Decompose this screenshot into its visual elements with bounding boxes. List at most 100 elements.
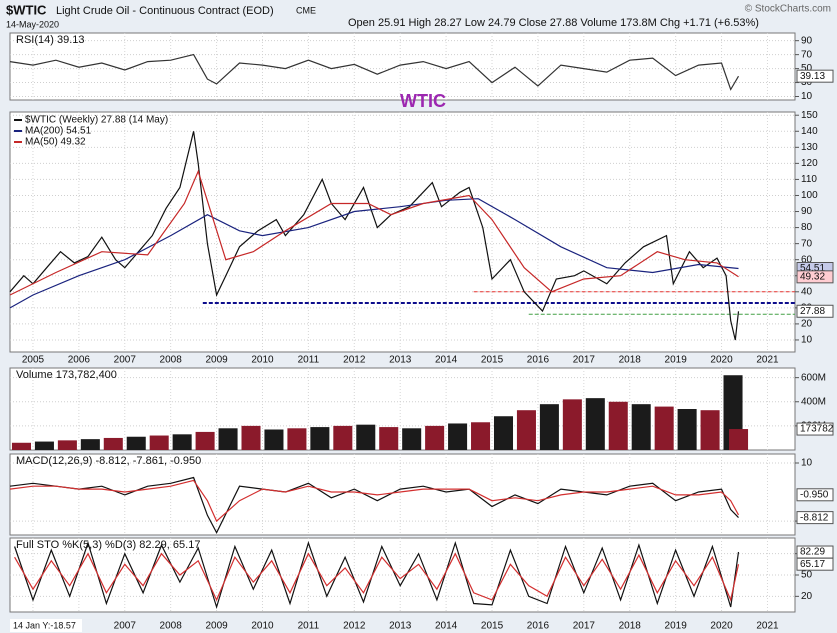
x-tick-label: 2010 [251,621,274,632]
volume-bar [333,425,353,450]
volume-bar [471,422,491,450]
legend-label: MA(50) 49.32 [25,137,86,148]
symbol: $WTIC [6,2,47,17]
volume-bar [34,441,54,450]
x-tick-label: 2015 [481,621,504,632]
volume-bar [562,399,582,450]
volume-bar [631,404,651,450]
chart-title: Light Crude Oil - Continuous Contract (E… [56,5,274,17]
x-tick-label: 2020 [710,621,733,632]
volume-bar [539,404,559,450]
value-tag-label: 65.17 [800,559,825,570]
y-tick-label: 400M [801,396,826,407]
volume-bar [493,416,514,450]
x-tick-label: 2020 [710,355,733,366]
volume-bar [11,442,31,450]
series-line [9,169,739,296]
volume-bar [356,424,376,450]
annotation: WTIC [400,91,446,111]
value-tag [796,69,834,83]
y-tick-label: 70 [801,238,813,249]
y-tick-label: 20 [801,319,813,330]
legend-label: $WTIC (Weekly) 27.88 (14 May) [25,115,168,126]
x-tick-label: 2013 [389,621,412,632]
x-tick-label: 2021 [756,355,779,366]
cursor-readout: 14 Jan Y:-18.57 [13,620,76,630]
x-tick-label: 2005 [22,355,45,366]
x-tick-label: 2007 [114,355,137,366]
x-tick-label: 2016 [527,355,550,366]
series-line [14,540,740,610]
x-tick-label: 2009 [205,355,228,366]
quote: Open 25.91 High 28.27 Low 24.79 Close 27… [348,17,759,29]
x-tick-label: 2019 [665,621,688,632]
value-tag [796,557,834,571]
series-line [9,131,740,341]
volume-bar [126,436,146,450]
x-tick-label: 2006 [68,355,91,366]
value-tag [796,488,834,502]
x-tick-label: 2009 [205,621,228,632]
panel-title: MACD(12,26,9) -8.812, -7.861, -0.950 [16,455,201,467]
series-line [9,476,739,535]
series-line [9,198,739,309]
x-tick-label: 2010 [251,355,274,366]
x-tick-label: 2007 [114,621,137,632]
volume-bar [379,427,399,450]
value-tag [796,304,834,318]
volume-bar [729,429,749,450]
copyright: © StockCharts.com [745,4,831,15]
volume-bar [264,429,284,450]
y-tick-label: 130 [801,142,818,153]
x-tick-label: 2008 [160,621,183,632]
panel-title: RSI(14) 39.13 [16,34,84,46]
volume-bar [149,435,169,450]
x-tick-label: 2014 [435,355,458,366]
volume-bar [700,410,720,450]
volume-bar [241,425,261,450]
volume-bar [425,425,445,450]
value-tag-label: -8.812 [800,512,829,523]
value-tag [796,270,834,284]
panel-title: Volume 173,782,400 [16,369,117,381]
volume-bar [218,428,238,450]
x-tick-label: 2021 [756,621,779,632]
volume-bar [172,434,192,450]
value-tag-label: 27.88 [800,306,825,317]
volume-bar [310,427,330,450]
value-tag-label: 173782 [800,424,834,435]
value-tag-label: 54.51 [800,263,825,274]
x-tick-label: 2014 [435,621,458,632]
y-tick-label: 30 [801,77,813,88]
y-tick-label: 40 [801,286,813,297]
y-tick-label: 50 [801,63,813,74]
x-tick-label: 2013 [389,355,412,366]
volume-bar [516,410,536,450]
x-tick-label: 2012 [343,355,366,366]
volume-bar [677,409,697,450]
volume-bar [448,423,468,450]
y-tick-label: 70 [801,49,813,60]
y-tick-label: 10 [801,335,813,346]
value-tag-label: 39.13 [800,71,825,82]
x-tick-label: 2008 [160,355,183,366]
value-tag-label: -0.950 [800,489,829,500]
x-tick-label: 2016 [527,621,550,632]
y-tick-label: 600M [801,372,826,383]
x-tick-label: 2012 [343,621,366,632]
volume-bar [608,401,628,450]
value-tag-label: 49.32 [800,271,825,282]
legend-label: MA(200) 54.51 [25,126,92,137]
volume-bar [80,439,100,450]
x-tick-label: 2018 [619,621,642,632]
panel-title: Full STO %K(5,3) %D(3) 82.29, 65.17 [16,539,200,551]
exchange: CME [296,5,316,15]
value-tag-label: 82.29 [800,547,825,558]
date: 14-May-2020 [6,19,59,29]
cursor-box [10,619,82,632]
y-tick-label: 60 [801,254,813,265]
volume-bar [57,440,77,450]
y-tick-label: 50 [801,570,813,581]
